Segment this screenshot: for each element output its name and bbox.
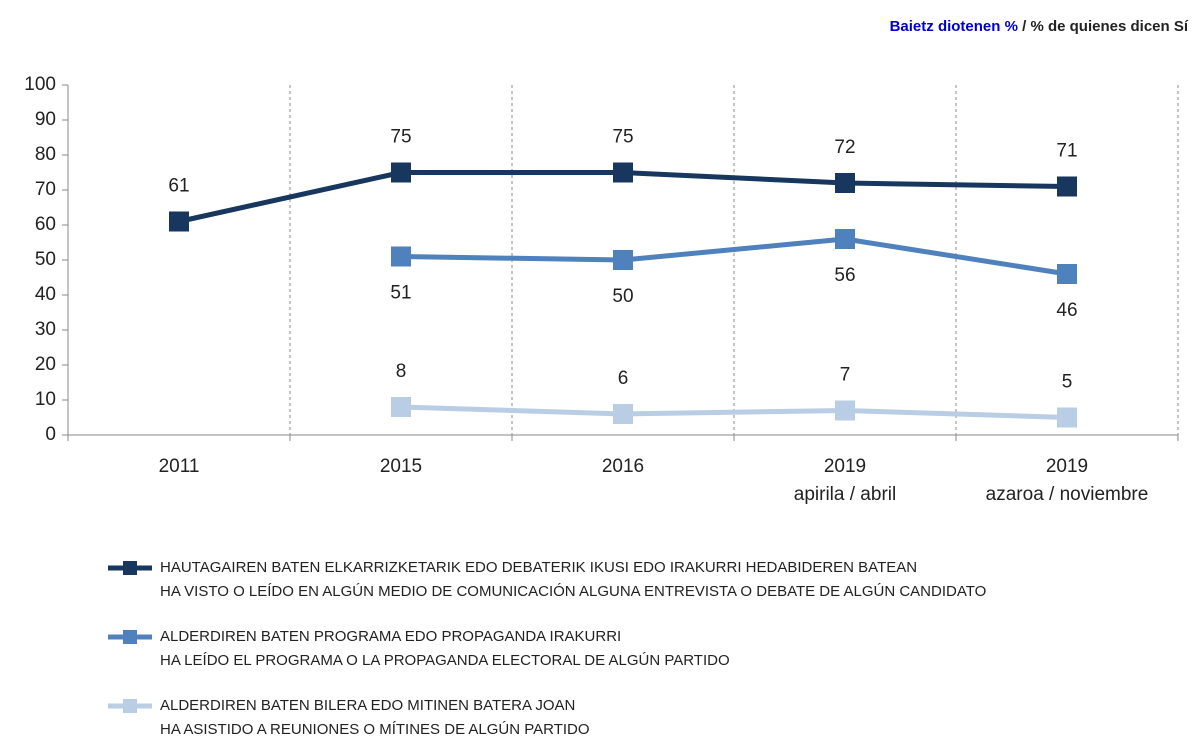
point-marker [391,162,411,183]
y-tick-label: 90 [35,109,56,130]
y-tick-label: 30 [35,319,56,340]
x-tick-label: 2016 [602,456,644,477]
point-marker [169,211,189,232]
y-tick-label: 40 [35,284,56,305]
legend-sublabel: HA ASISTIDO A REUNIONES O MÍTINES DE ALG… [160,721,590,738]
point-marker [613,250,633,270]
point-marker [835,229,855,249]
header: Baietz diotenen % / % de quienes dicen S… [890,18,1189,35]
legend-sublabel: HA LEÍDO EL PROGRAMA O LA PROPAGANDA ELE… [160,652,730,669]
data-label: 72 [834,137,855,158]
data-label: 7 [840,365,851,386]
point-marker [1057,264,1077,284]
data-label: 6 [618,368,629,389]
point-marker [1057,176,1077,197]
point-marker [835,173,855,193]
point-marker [835,400,855,421]
point-marker [391,246,411,267]
header-highlight: Baietz diotenen % [890,18,1018,35]
data-label: 5 [1062,372,1073,393]
y-tick-label: 70 [35,179,56,200]
x-tick-label: 2019 [1046,456,1088,477]
series-line [400,404,1068,420]
legend-label: ALDERDIREN BATEN PROGRAMA EDO PROPAGANDA… [160,628,621,645]
x-tick-label: 2019 [824,456,866,477]
y-tick-label: 50 [35,249,56,270]
data-label: 75 [612,127,633,148]
y-tick-label: 60 [35,214,56,235]
data-label: 51 [390,283,411,304]
x-tick-label: 2011 [159,456,200,477]
x-tick-label: 2015 [380,456,422,477]
y-tick-label: 10 [35,389,56,410]
data-label: 8 [396,361,407,382]
y-tick-label: 0 [45,424,56,445]
x-tick-sublabel: azaroa / noviembre [986,484,1149,505]
legend-label: HAUTAGAIREN BATEN ELKARRIZKETARIK EDO DE… [160,559,917,576]
legend-marker [123,699,137,713]
data-label: 50 [612,286,633,307]
data-label: 61 [168,176,189,197]
point-marker [391,397,411,417]
legend-marker [123,561,137,575]
point-marker [613,404,633,424]
x-tick-sublabel: apirila / abril [794,484,896,505]
data-label: 75 [390,127,411,148]
data-label: 46 [1056,300,1077,321]
y-tick-label: 100 [24,74,56,95]
data-label: 71 [1056,141,1077,162]
y-tick-label: 20 [35,354,56,375]
point-marker [613,162,633,183]
legend-marker [123,630,137,644]
point-marker [1057,407,1077,428]
y-tick-label: 80 [35,144,56,165]
legend-sublabel: HA VISTO O LEÍDO EN ALGÚN MEDIO DE COMUN… [160,583,986,600]
series-line [400,236,1068,277]
legend-label: ALDERDIREN BATEN BILERA EDO MITINEN BATE… [160,697,575,714]
header-rest: / % de quienes dicen Sí [1018,18,1189,35]
data-label: 56 [834,265,855,286]
